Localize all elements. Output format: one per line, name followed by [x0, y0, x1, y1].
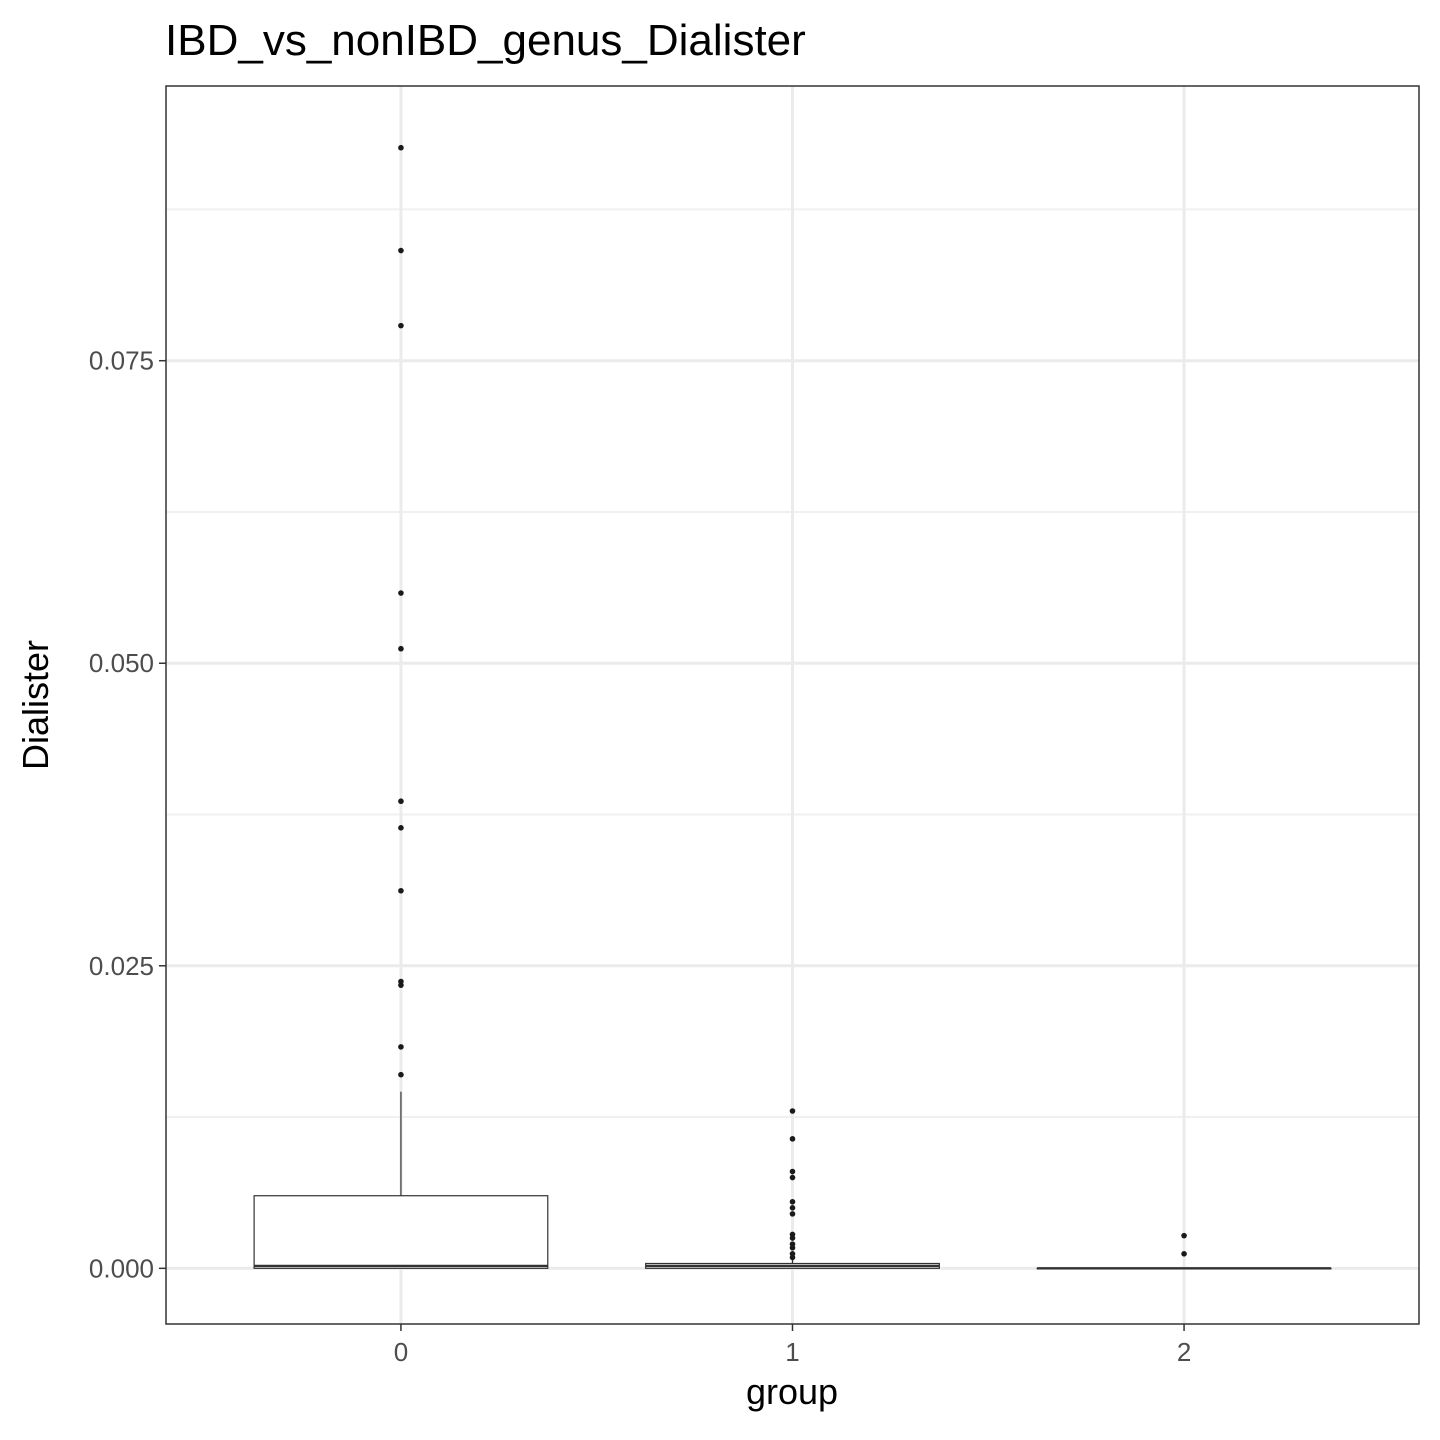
x-axis-title: group — [746, 1371, 838, 1412]
y-axis: 0.000 0.025 0.050 0.075 — [89, 346, 166, 1283]
box-group-1 — [645, 1258, 940, 1269]
outlier-point — [398, 982, 404, 988]
x-tick-label: 1 — [785, 1337, 799, 1367]
box-series — [253, 1091, 1332, 1270]
y-axis-title: Dialister — [15, 640, 56, 770]
outlier-point — [398, 798, 404, 805]
outlier-point — [398, 1071, 404, 1078]
outlier-point — [1181, 1251, 1187, 1257]
outlier-points — [398, 144, 1187, 1261]
outlier-point — [789, 1198, 796, 1205]
outlier-point — [789, 1205, 796, 1211]
outlier-point — [789, 1136, 796, 1142]
x-tick-label: 2 — [1177, 1337, 1191, 1367]
outlier-point — [398, 887, 404, 894]
outlier-point — [398, 825, 404, 831]
outlier-point — [398, 322, 404, 329]
outlier-point — [1181, 1232, 1187, 1239]
outlier-point — [789, 1168, 796, 1175]
box-iqr — [253, 1195, 549, 1269]
outlier-point — [789, 1244, 796, 1251]
outlier-point — [789, 1235, 796, 1241]
outlier-point — [789, 1174, 796, 1181]
outlier-point — [789, 1108, 796, 1114]
outlier-point — [398, 247, 404, 254]
outlier-point — [398, 645, 404, 652]
outlier-point — [398, 1044, 404, 1050]
y-tick-label: 0.025 — [89, 951, 154, 981]
box-group-2 — [1036, 1267, 1332, 1270]
outlier-point — [398, 590, 404, 596]
x-axis: 0 1 2 — [394, 1324, 1191, 1367]
box-group-0 — [253, 1091, 549, 1269]
y-tick-label: 0.050 — [89, 648, 154, 678]
x-tick-label: 0 — [394, 1337, 408, 1367]
y-tick-label: 0.000 — [89, 1253, 154, 1283]
y-tick-label: 0.075 — [89, 346, 154, 376]
outlier-point — [789, 1254, 796, 1261]
outlier-point — [398, 144, 404, 151]
chart-title: IBD_vs_nonIBD_genus_Dialister — [165, 16, 806, 65]
outlier-point — [789, 1211, 796, 1217]
